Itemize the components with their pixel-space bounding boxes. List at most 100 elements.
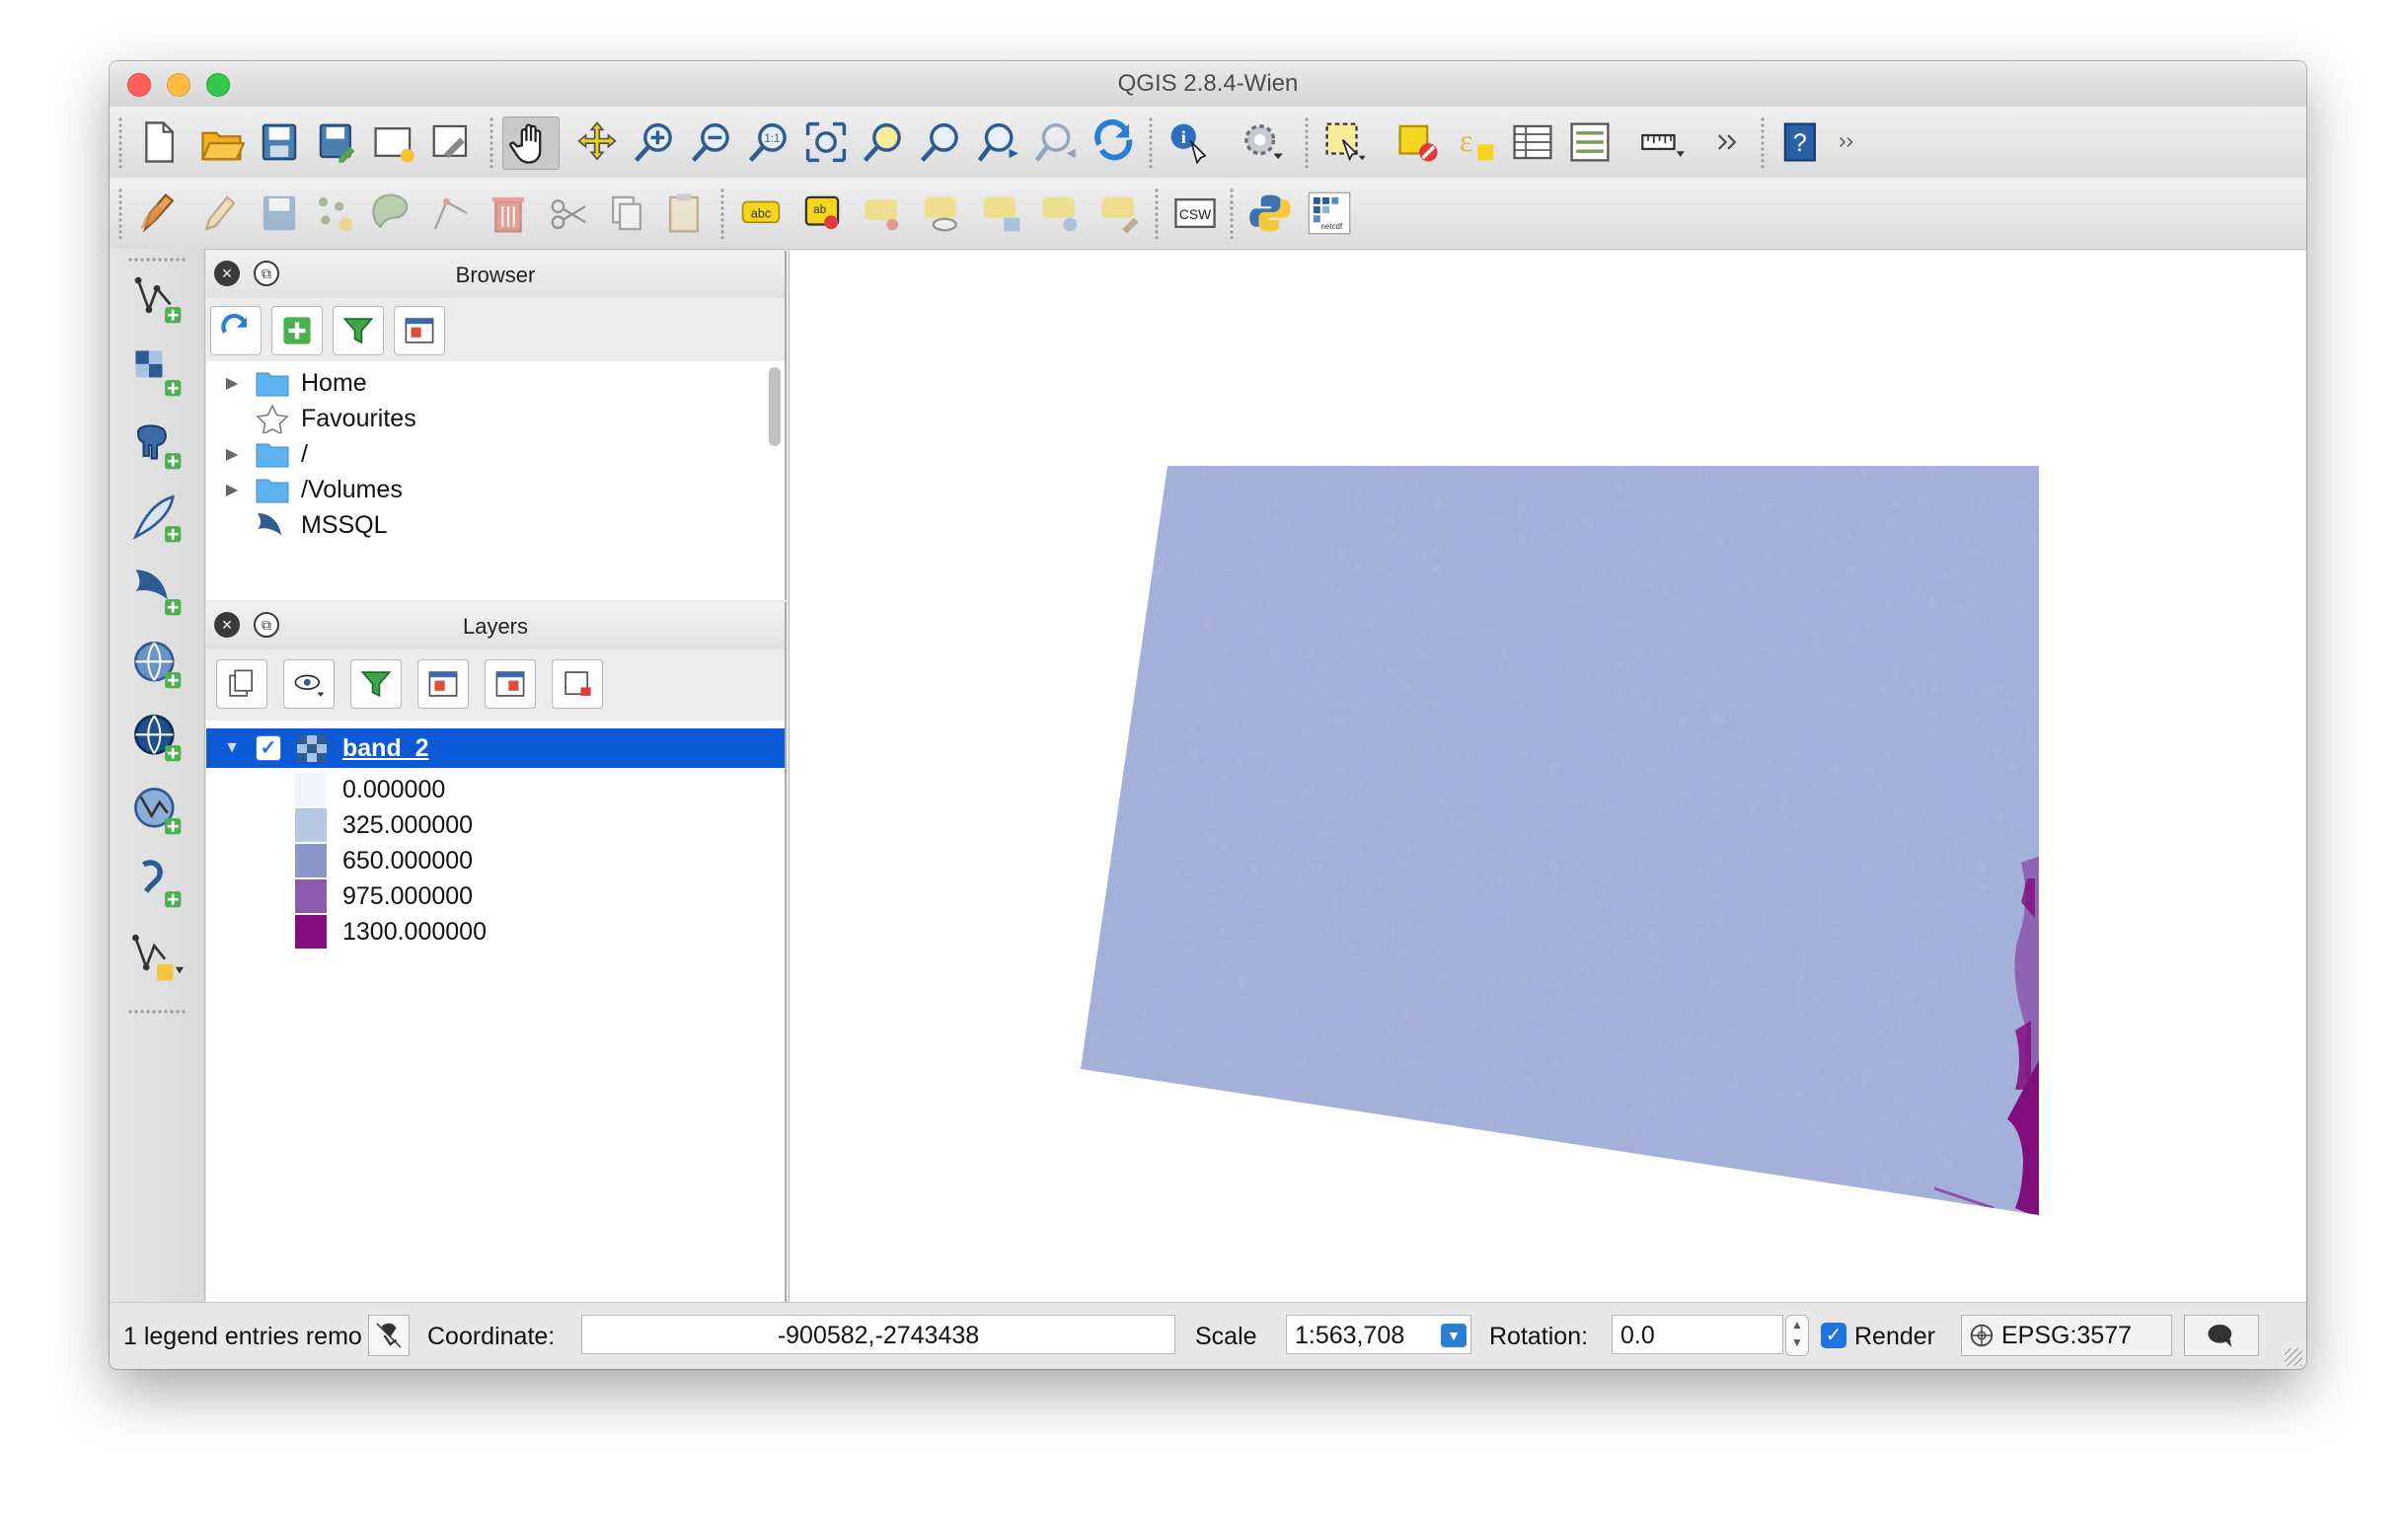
coordinate-field[interactable]: -900582,-2743438 bbox=[581, 1315, 1175, 1354]
browser-scrollbar[interactable] bbox=[769, 367, 781, 446]
rotate-label-button[interactable] bbox=[1033, 188, 1089, 239]
raster-map[interactable] bbox=[790, 251, 2306, 1302]
pan-map-button[interactable] bbox=[502, 116, 560, 170]
toolbar-grip[interactable] bbox=[719, 188, 725, 239]
minimize-window-button[interactable] bbox=[167, 73, 190, 97]
toolbar-grip[interactable] bbox=[127, 1009, 187, 1015]
whats-this-button[interactable]: ? bbox=[1773, 116, 1829, 168]
add-vector-layer-button[interactable] bbox=[127, 268, 187, 330]
toolbar-overflow-button[interactable] bbox=[1833, 116, 1862, 168]
close-panel-button[interactable]: × bbox=[214, 612, 240, 638]
new-project-button[interactable] bbox=[131, 116, 187, 168]
toolbar-grip[interactable] bbox=[1760, 116, 1766, 168]
add-spatialite-layer-button[interactable] bbox=[127, 488, 187, 549]
add-raster-layer-button[interactable] bbox=[127, 342, 187, 403]
rotation-spinbox[interactable]: 0.0 bbox=[1612, 1315, 1783, 1354]
add-wfs-layer-button[interactable] bbox=[127, 780, 187, 841]
zoom-to-layer-button[interactable] bbox=[913, 116, 968, 168]
field-calculator-button[interactable]: ε bbox=[1448, 116, 1503, 168]
zoom-last-button[interactable] bbox=[970, 116, 1025, 168]
metasearch-button[interactable]: CSW bbox=[1167, 188, 1223, 239]
layer-row-band-2[interactable]: ▼ ✓ band_2 bbox=[206, 728, 785, 768]
cut-features-button[interactable] bbox=[542, 188, 597, 239]
expand-arrow-icon[interactable]: ▶ bbox=[225, 482, 239, 498]
rotation-stepper[interactable]: ▲ ▼ bbox=[1785, 1315, 1809, 1356]
expand-arrow-icon[interactable]: ▶ bbox=[225, 375, 239, 392]
close-panel-button[interactable]: × bbox=[214, 261, 240, 286]
python-console-button[interactable] bbox=[1242, 188, 1298, 239]
deselect-features-button[interactable] bbox=[1391, 116, 1446, 168]
toolbar-grip[interactable] bbox=[489, 116, 494, 168]
toolbar-grip[interactable] bbox=[1229, 188, 1235, 239]
composer-manager-button[interactable] bbox=[423, 116, 479, 168]
float-panel-button[interactable]: ⧉ bbox=[254, 612, 279, 638]
toolbar-grip[interactable] bbox=[1154, 188, 1160, 239]
collapse-all-button[interactable] bbox=[394, 306, 445, 355]
browser-item-volumes[interactable]: ▶ /Volumes bbox=[206, 472, 403, 507]
open-project-button[interactable] bbox=[194, 116, 250, 168]
render-checkbox[interactable]: ✓ bbox=[1821, 1323, 1846, 1348]
add-wms-layer-button[interactable] bbox=[127, 634, 187, 695]
zoom-to-selection-button[interactable] bbox=[856, 116, 911, 168]
add-mssql-layer-button[interactable] bbox=[127, 561, 187, 622]
add-postgis-layer-button[interactable] bbox=[127, 415, 187, 476]
crs-button[interactable]: EPSG:3577 bbox=[1961, 1315, 2172, 1356]
refresh-button[interactable] bbox=[1087, 116, 1142, 168]
expand-all-button[interactable] bbox=[417, 659, 469, 709]
resize-grip[interactable] bbox=[2285, 1348, 2302, 1366]
zoom-in-button[interactable] bbox=[627, 116, 682, 168]
more-tools-button[interactable] bbox=[1700, 116, 1756, 168]
add-selected-layers-button[interactable] bbox=[271, 306, 323, 355]
browser-item-root[interactable]: ▶ / bbox=[206, 436, 308, 472]
filter-legend-button[interactable] bbox=[350, 659, 402, 709]
add-group-button[interactable] bbox=[216, 659, 267, 709]
save-layer-edits-button[interactable] bbox=[252, 188, 307, 239]
float-panel-button[interactable]: ⧉ bbox=[254, 261, 279, 286]
copy-features-button[interactable] bbox=[599, 188, 654, 239]
identify-features-button[interactable]: i bbox=[1162, 116, 1217, 168]
attribute-table-button[interactable] bbox=[1505, 116, 1560, 168]
browser-item-favourites[interactable]: Favourites bbox=[206, 401, 416, 436]
layer-labeling-options-button[interactable]: abc bbox=[733, 188, 789, 239]
add-delimited-text-layer-button[interactable] bbox=[127, 853, 187, 914]
pan-to-selection-button[interactable] bbox=[569, 116, 625, 168]
collapse-arrow-icon[interactable]: ▼ bbox=[224, 739, 240, 756]
zoom-full-button[interactable] bbox=[798, 116, 854, 168]
scale-combobox[interactable]: 1:563,708 ▼ bbox=[1286, 1315, 1471, 1354]
statistical-summary-button[interactable] bbox=[1562, 116, 1618, 168]
netcdf-browser-button[interactable]: netcdf bbox=[1302, 188, 1357, 239]
toolbar-grip[interactable] bbox=[117, 188, 123, 239]
messages-button[interactable] bbox=[2184, 1315, 2259, 1356]
pin-labels-button[interactable] bbox=[856, 188, 911, 239]
move-label-button[interactable] bbox=[974, 188, 1029, 239]
chevron-down-icon[interactable]: ▼ bbox=[1441, 1324, 1467, 1347]
toolbar-grip[interactable] bbox=[127, 257, 187, 263]
save-as-button[interactable] bbox=[309, 116, 364, 168]
filter-browser-button[interactable] bbox=[333, 306, 384, 355]
new-shapefile-layer-button[interactable] bbox=[127, 926, 187, 987]
zoom-window-button[interactable] bbox=[206, 73, 230, 97]
manage-visibility-button[interactable] bbox=[283, 659, 335, 709]
zoom-next-button[interactable] bbox=[1027, 116, 1083, 168]
toolbar-grip[interactable] bbox=[1148, 116, 1154, 168]
refresh-browser-button[interactable] bbox=[210, 306, 262, 355]
browser-item-mssql[interactable]: MSSQL bbox=[206, 507, 388, 543]
save-project-button[interactable] bbox=[252, 116, 307, 168]
map-canvas[interactable] bbox=[789, 251, 2306, 1302]
show-hide-labels-button[interactable] bbox=[915, 188, 970, 239]
zoom-out-button[interactable] bbox=[684, 116, 739, 168]
select-features-button[interactable] bbox=[1317, 116, 1373, 168]
measure-line-button[interactable] bbox=[1635, 116, 1691, 168]
layer-visibility-checkbox[interactable]: ✓ bbox=[256, 735, 281, 761]
delete-selected-button[interactable] bbox=[481, 188, 536, 239]
close-window-button[interactable] bbox=[127, 73, 151, 97]
toggle-editing-button[interactable] bbox=[190, 188, 246, 239]
layer-diagram-options-button[interactable]: ab bbox=[794, 188, 850, 239]
toggle-extents-button[interactable] bbox=[368, 1315, 410, 1356]
current-edits-button[interactable] bbox=[131, 188, 187, 239]
change-label-button[interactable] bbox=[1092, 188, 1148, 239]
toolbar-grip[interactable] bbox=[1304, 116, 1310, 168]
expand-arrow-icon[interactable]: ▶ bbox=[225, 446, 239, 463]
new-print-composer-button[interactable] bbox=[366, 116, 421, 168]
add-feature-button[interactable] bbox=[307, 188, 362, 239]
